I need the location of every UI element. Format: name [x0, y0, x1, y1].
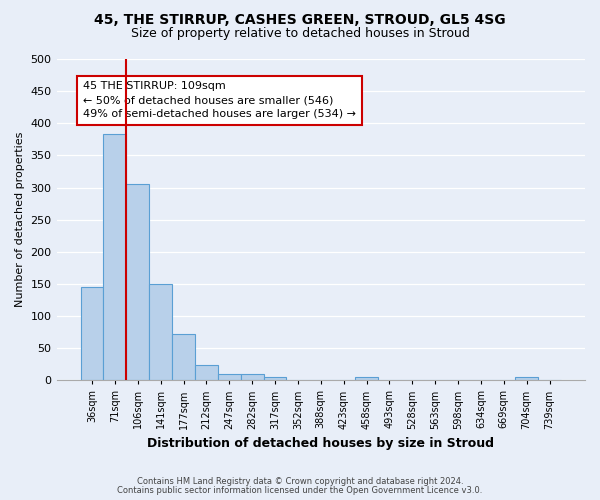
Y-axis label: Number of detached properties: Number of detached properties [15, 132, 25, 308]
Bar [149, 284, 172, 380]
Text: 45 THE STIRRUP: 109sqm
← 50% of detached houses are smaller (546)
49% of semi-de: 45 THE STIRRUP: 109sqm ← 50% of detached… [83, 82, 356, 120]
Bar [263, 377, 286, 380]
Text: Contains public sector information licensed under the Open Government Licence v3: Contains public sector information licen… [118, 486, 482, 495]
Bar [103, 134, 127, 380]
Text: 45, THE STIRRUP, CASHES GREEN, STROUD, GL5 4SG: 45, THE STIRRUP, CASHES GREEN, STROUD, G… [94, 12, 506, 26]
Text: Size of property relative to detached houses in Stroud: Size of property relative to detached ho… [131, 28, 469, 40]
Bar [127, 184, 149, 380]
Bar [241, 374, 263, 380]
Bar [515, 377, 538, 380]
Bar [218, 374, 241, 380]
Bar [80, 287, 103, 380]
X-axis label: Distribution of detached houses by size in Stroud: Distribution of detached houses by size … [147, 437, 494, 450]
Text: Contains HM Land Registry data © Crown copyright and database right 2024.: Contains HM Land Registry data © Crown c… [137, 477, 463, 486]
Bar [172, 334, 195, 380]
Bar [355, 377, 378, 380]
Bar [195, 365, 218, 380]
